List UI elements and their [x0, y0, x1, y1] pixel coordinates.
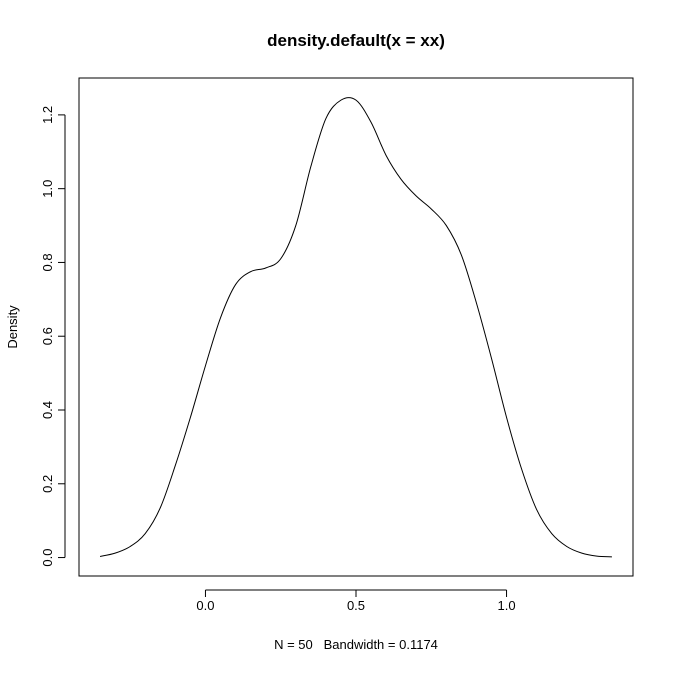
y-tick-label: 0.6 — [40, 327, 55, 345]
x-tick-label: 0.0 — [196, 598, 214, 613]
x-axis-label: N = 50 Bandwidth = 0.1174 — [274, 637, 438, 652]
x-tick-label: 0.5 — [347, 598, 365, 613]
y-tick-label: 1.0 — [40, 180, 55, 198]
y-tick-label: 1.2 — [40, 106, 55, 124]
y-tick-label: 0.0 — [40, 549, 55, 567]
x-axis: 0.0 0.5 1.0 — [196, 589, 516, 613]
density-line — [99, 97, 612, 558]
chart-title: density.default(x = xx) — [267, 31, 445, 50]
y-axis: 0.0 0.2 0.4 0.6 0.8 1.0 1.2 — [40, 106, 66, 567]
y-tick-label: 0.4 — [40, 401, 55, 419]
y-tick-label: 0.8 — [40, 253, 55, 271]
x-tick-label: 1.0 — [498, 598, 516, 613]
plot-box — [78, 77, 634, 577]
y-tick-label: 0.2 — [40, 475, 55, 493]
y-axis-label: Density — [5, 305, 20, 349]
